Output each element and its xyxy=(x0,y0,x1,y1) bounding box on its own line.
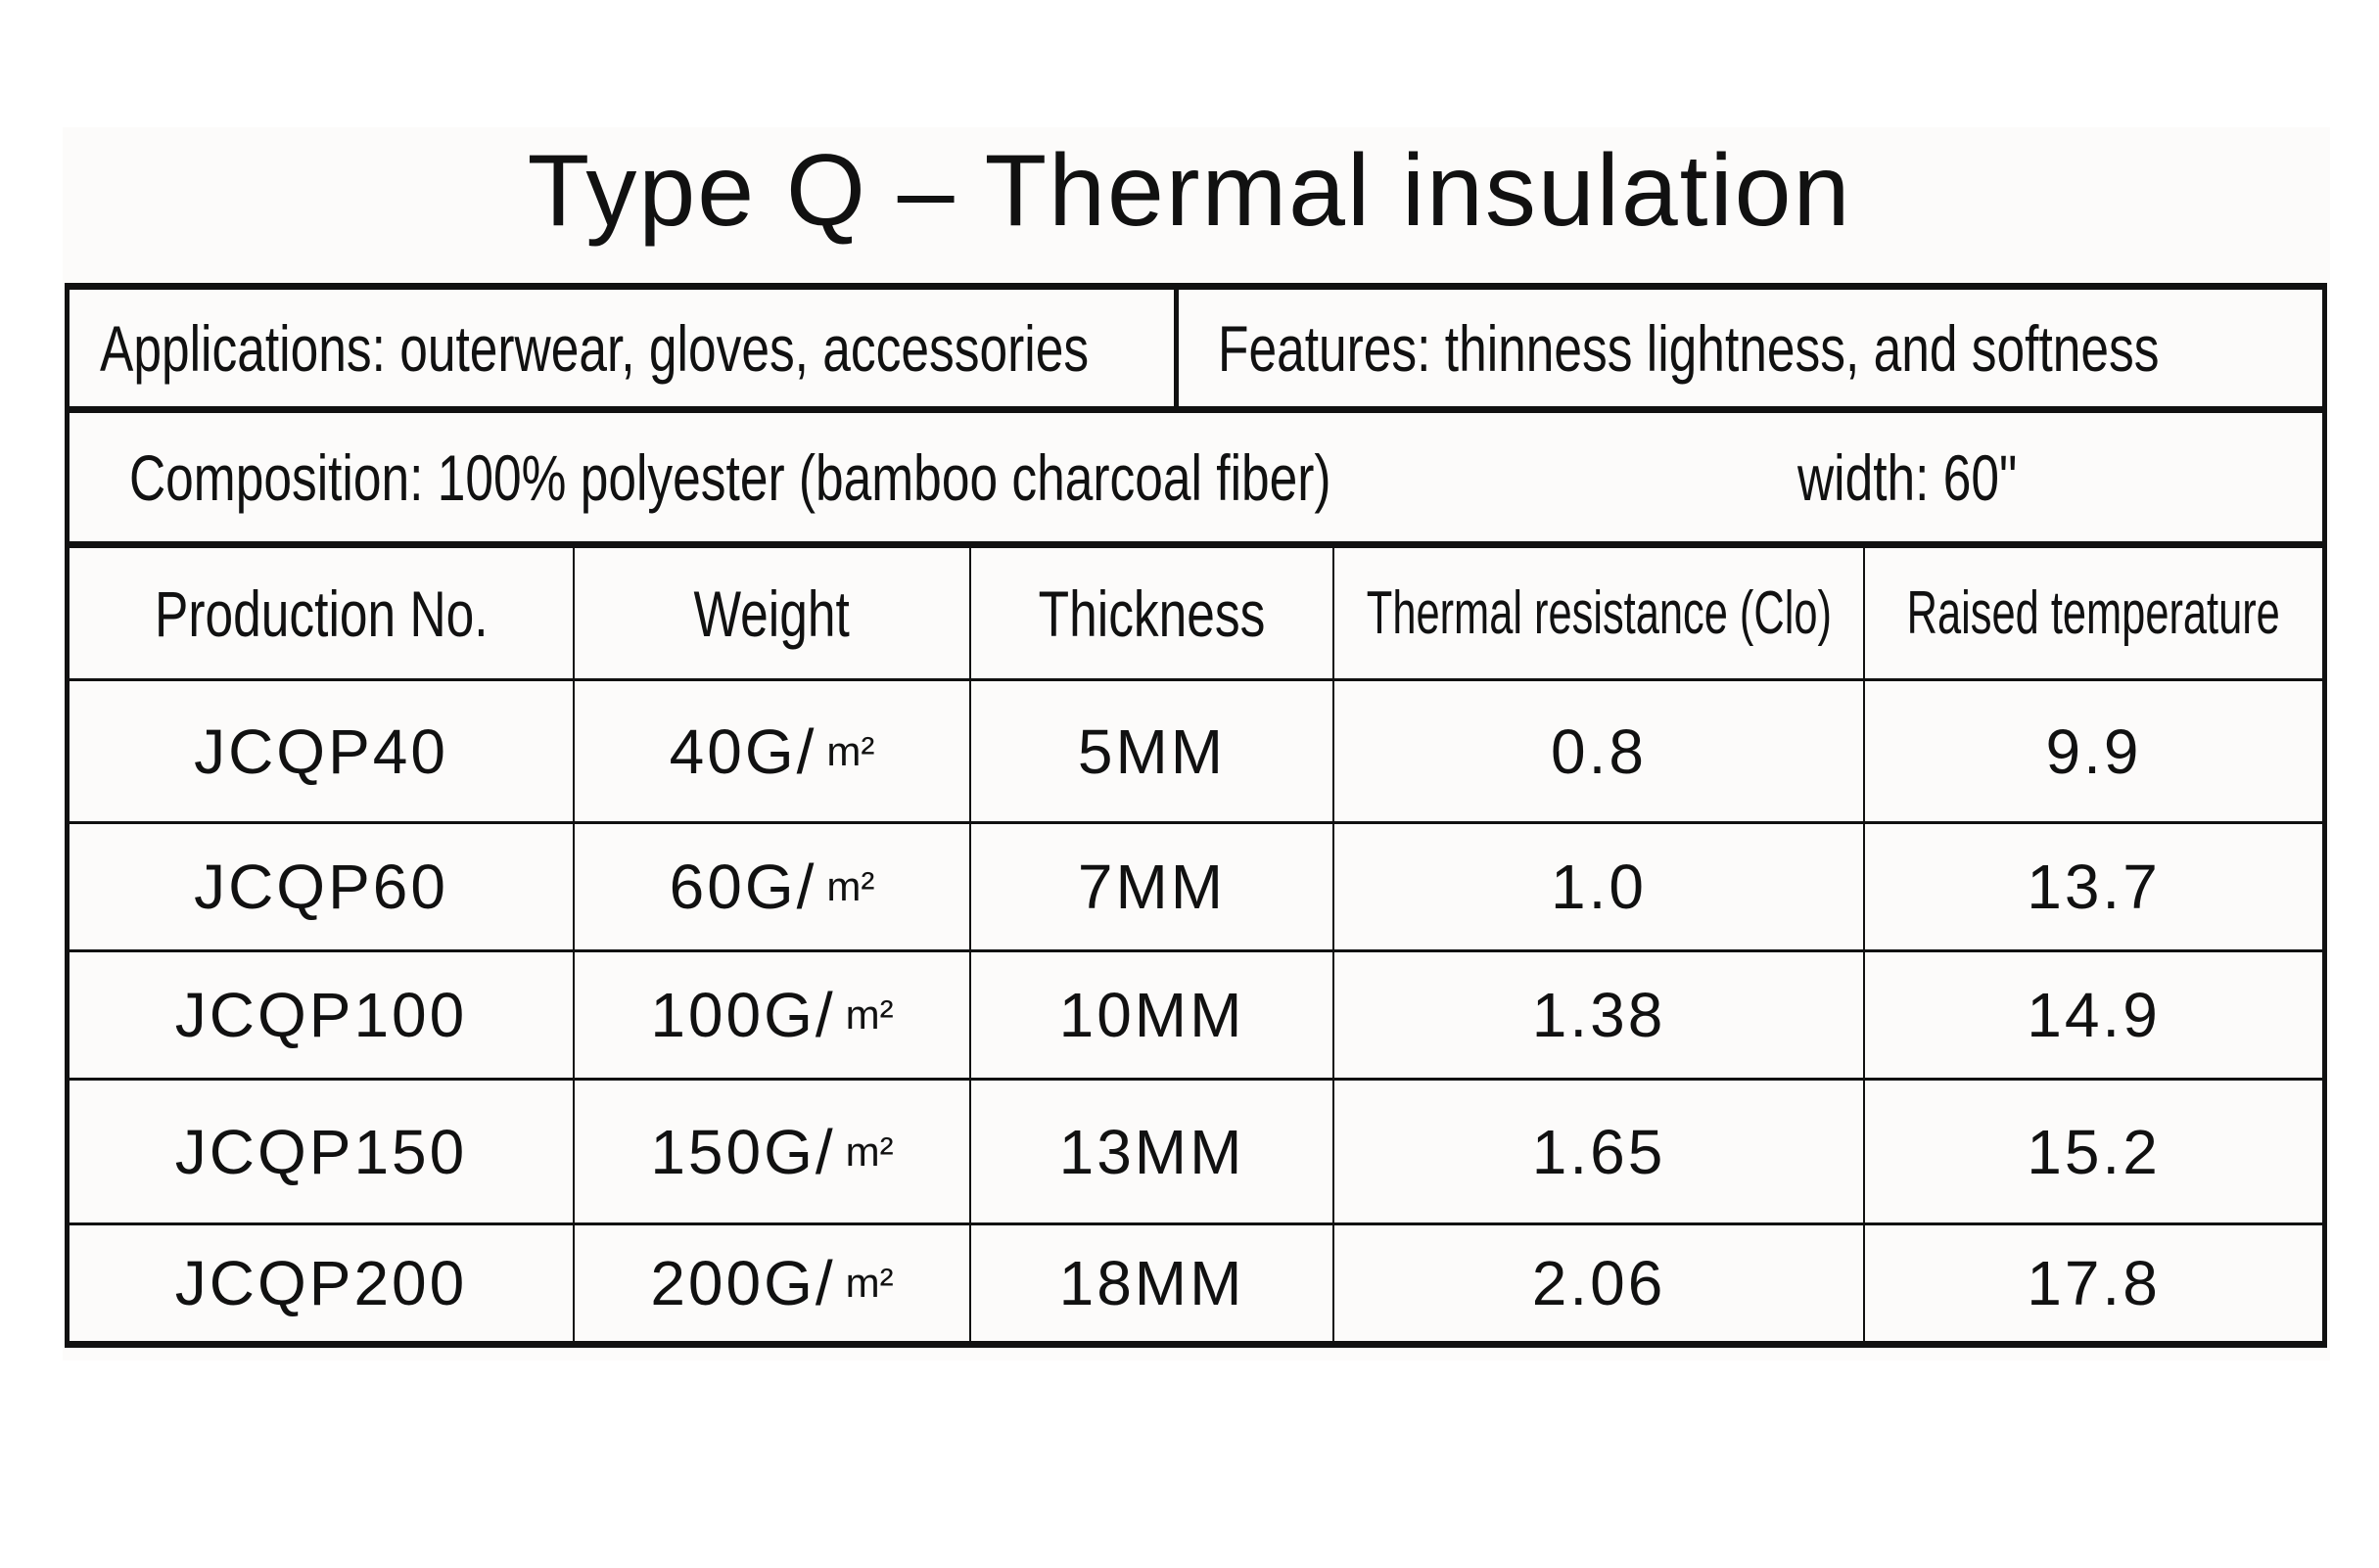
thermal-resistance-value: 1.65 xyxy=(1531,1116,1666,1187)
weight-value: 40G/ xyxy=(669,715,817,787)
raised-temperature-value: 14.9 xyxy=(2027,980,2161,1050)
divider xyxy=(1332,544,1334,1344)
production-no-value: JCQP60 xyxy=(194,852,448,922)
cell-production-no: JCQP40 xyxy=(70,681,573,821)
weight-unit: m² xyxy=(826,727,875,774)
composition-text: Composition: 100% polyester (bamboo char… xyxy=(129,441,1331,514)
production-no-value: JCQP40 xyxy=(194,715,448,787)
table-border-left xyxy=(65,283,70,1348)
raised-temperature-value: 15.2 xyxy=(2027,1116,2161,1187)
thickness-value: 7MM xyxy=(1077,852,1227,922)
page-title: Type Q – Thermal insulation xyxy=(527,134,1852,248)
raised-temperature-value: 17.8 xyxy=(2027,1248,2161,1318)
weight-unit: m² xyxy=(845,992,894,1038)
cell-weight: 200G/m² xyxy=(575,1225,969,1341)
cell-thermal-resistance: 1.38 xyxy=(1334,952,1863,1078)
cell-thermal-resistance: 1.65 xyxy=(1334,1081,1863,1222)
features-cell: Features: thinness lightness, and softne… xyxy=(1218,290,2379,407)
production-no-value: JCQP100 xyxy=(174,980,468,1050)
thickness-value: 13MM xyxy=(1058,1116,1245,1187)
cell-raised-temperature: 14.9 xyxy=(1865,952,2322,1078)
cell-thickness: 13MM xyxy=(971,1081,1332,1222)
applications-text: Applications: outerwear, gloves, accesso… xyxy=(100,312,1090,385)
cell-weight: 100G/m² xyxy=(575,952,969,1078)
divider xyxy=(66,949,2326,952)
thermal-resistance-value: 0.8 xyxy=(1551,715,1647,787)
thermal-resistance-value: 1.38 xyxy=(1531,980,1666,1050)
divider xyxy=(1174,283,1179,411)
width-cell: width: 60" xyxy=(1797,413,2079,542)
thickness-value: 5MM xyxy=(1077,715,1227,787)
header-thickness: Thickness xyxy=(1038,576,1266,650)
divider xyxy=(66,1222,2326,1225)
weight-unit: m² xyxy=(845,1128,894,1175)
divider xyxy=(1863,544,1865,1344)
cell-thickness: 18MM xyxy=(971,1225,1332,1341)
width-text: width: 60" xyxy=(1797,441,2018,514)
composition-cell: Composition: 100% polyester (bamboo char… xyxy=(129,413,1670,542)
thickness-value: 10MM xyxy=(1058,980,1245,1050)
cell-thickness: 10MM xyxy=(971,952,1332,1078)
header-thermal-resistance: Thermal resistance (Clo) xyxy=(1366,579,1832,647)
divider xyxy=(66,541,2326,548)
raised-temperature-value: 9.9 xyxy=(2045,715,2142,787)
weight-value: 100G/ xyxy=(650,980,836,1050)
weight-value: 60G/ xyxy=(669,852,817,922)
cell-raised-temperature: 13.7 xyxy=(1865,824,2322,949)
table-border-bottom xyxy=(66,1341,2326,1348)
cell-production-no: JCQP60 xyxy=(70,824,573,949)
header-weight: Weight xyxy=(693,576,851,650)
weight-unit: m² xyxy=(845,1260,894,1306)
cell-production-no: JCQP200 xyxy=(70,1225,573,1341)
cell-raised-temperature: 17.8 xyxy=(1865,1225,2322,1341)
divider xyxy=(66,1078,2326,1081)
weight-value: 150G/ xyxy=(650,1116,836,1187)
production-no-value: JCQP200 xyxy=(174,1248,468,1318)
cell-raised-temperature: 15.2 xyxy=(1865,1081,2322,1222)
features-text: Features: thinness lightness, and softne… xyxy=(1218,312,2160,385)
weight-value: 200G/ xyxy=(650,1248,836,1318)
thermal-resistance-value: 1.0 xyxy=(1551,852,1647,922)
divider xyxy=(969,544,971,1344)
thermal-resistance-value: 2.06 xyxy=(1531,1248,1666,1318)
cell-thickness: 7MM xyxy=(971,824,1332,949)
cell-weight: 150G/m² xyxy=(575,1081,969,1222)
cell-thickness: 5MM xyxy=(971,681,1332,821)
applications-cell: Applications: outerwear, gloves, accesso… xyxy=(100,290,1368,407)
cell-thermal-resistance: 0.8 xyxy=(1334,681,1863,821)
header-production-no: Production No. xyxy=(154,576,489,650)
cell-weight: 60G/m² xyxy=(575,824,969,949)
divider xyxy=(66,406,2326,413)
cell-thermal-resistance: 2.06 xyxy=(1334,1225,1863,1341)
table-border-top xyxy=(66,283,2326,290)
divider xyxy=(573,544,575,1344)
divider xyxy=(66,821,2326,824)
cell-thermal-resistance: 1.0 xyxy=(1334,824,1863,949)
divider xyxy=(66,678,2326,681)
production-no-value: JCQP150 xyxy=(174,1116,468,1187)
cell-production-no: JCQP100 xyxy=(70,952,573,1078)
weight-unit: m² xyxy=(826,863,875,909)
cell-weight: 40G/m² xyxy=(575,681,969,821)
table-border-right xyxy=(2322,283,2327,1348)
cell-production-no: JCQP150 xyxy=(70,1081,573,1222)
cell-raised-temperature: 9.9 xyxy=(1865,681,2322,821)
raised-temperature-value: 13.7 xyxy=(2027,852,2161,922)
background-panel xyxy=(63,127,2330,1360)
header-raised-temperature: Raised temperature xyxy=(1906,579,2281,647)
thickness-value: 18MM xyxy=(1058,1248,1245,1318)
